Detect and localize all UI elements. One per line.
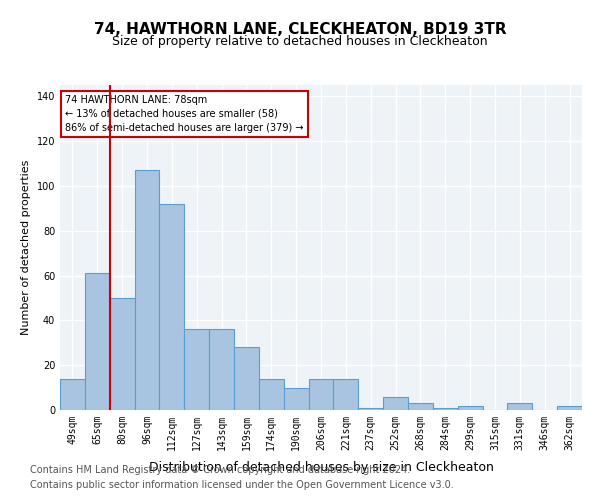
X-axis label: Distribution of detached houses by size in Cleckheaton: Distribution of detached houses by size …: [149, 461, 493, 474]
Bar: [259, 378, 284, 410]
Bar: [408, 404, 433, 410]
Bar: [160, 204, 184, 410]
Text: 74, HAWTHORN LANE, CLECKHEATON, BD19 3TR: 74, HAWTHORN LANE, CLECKHEATON, BD19 3TR: [94, 22, 506, 38]
Bar: [60, 378, 85, 410]
Bar: [557, 406, 582, 410]
Text: 74 HAWTHORN LANE: 78sqm
← 13% of detached houses are smaller (58)
86% of semi-de: 74 HAWTHORN LANE: 78sqm ← 13% of detache…: [65, 94, 304, 132]
Bar: [383, 396, 408, 410]
Bar: [433, 408, 458, 410]
Bar: [308, 378, 334, 410]
Text: Contains public sector information licensed under the Open Government Licence v3: Contains public sector information licen…: [30, 480, 454, 490]
Bar: [458, 406, 482, 410]
Y-axis label: Number of detached properties: Number of detached properties: [21, 160, 31, 335]
Bar: [184, 330, 209, 410]
Bar: [209, 330, 234, 410]
Bar: [110, 298, 134, 410]
Bar: [284, 388, 308, 410]
Bar: [85, 274, 110, 410]
Text: Size of property relative to detached houses in Cleckheaton: Size of property relative to detached ho…: [112, 35, 488, 48]
Bar: [334, 378, 358, 410]
Bar: [234, 347, 259, 410]
Text: Contains HM Land Registry data © Crown copyright and database right 2024.: Contains HM Land Registry data © Crown c…: [30, 465, 410, 475]
Bar: [508, 404, 532, 410]
Bar: [358, 408, 383, 410]
Bar: [134, 170, 160, 410]
